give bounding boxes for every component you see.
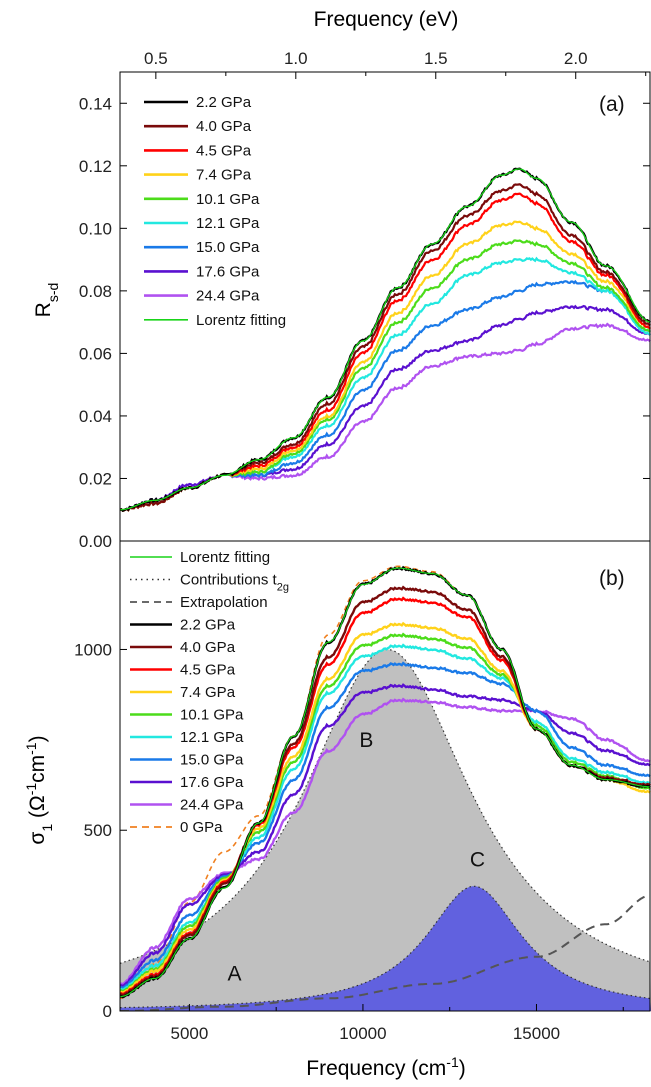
y-title-symbol: σ bbox=[26, 832, 49, 845]
y-tick-label-a: 0.10 bbox=[79, 219, 112, 238]
top-tick-label: 2.0 bbox=[564, 49, 588, 68]
legend-label-a: 24.4 GPa bbox=[196, 288, 260, 305]
legend-label-a: 4.0 GPa bbox=[196, 118, 252, 135]
y-axis-title-a-sub: s-d bbox=[45, 283, 61, 302]
top-tick-label: 1.5 bbox=[424, 49, 448, 68]
extrapolation-curve bbox=[120, 894, 651, 1011]
contribution-fills bbox=[120, 648, 651, 1011]
y-title-unit-a: (Ω bbox=[26, 795, 49, 824]
x-tick-label: 15000 bbox=[513, 1024, 560, 1043]
contribution-fill-b bbox=[120, 649, 651, 1011]
x-axis-ticks: 5000 10000 15000 bbox=[170, 1004, 624, 1043]
y-title-unit-b: cm bbox=[26, 755, 49, 783]
legend-label-b: Extrapolation bbox=[180, 594, 268, 611]
y-axis-title-b: σ1 (Ω-1cm-1) bbox=[23, 735, 55, 844]
y-tick-label-a: 0.12 bbox=[79, 157, 112, 176]
x-axis-title-sup: -1 bbox=[446, 1054, 459, 1070]
contribution-fill-c bbox=[120, 886, 651, 1011]
series-lines-a bbox=[120, 167, 651, 512]
y-tick-label-a: 0.14 bbox=[79, 94, 112, 113]
peak-label-c: C bbox=[470, 848, 485, 871]
legend-label-b: 12.1 GPa bbox=[180, 729, 244, 746]
top-tick-label: 0.5 bbox=[144, 49, 168, 68]
series-line-b-15-0-gpa bbox=[120, 661, 651, 990]
y-title-sup-a: -1 bbox=[23, 783, 39, 796]
legend-label-b: Contributions t2g bbox=[180, 572, 289, 594]
top-tick-label: 1.0 bbox=[284, 49, 308, 68]
peak-labels: A B C bbox=[228, 729, 486, 985]
legend-label-b: 0 GPa bbox=[180, 819, 223, 836]
legend-b: Lorentz fitting Contributions t2gExtrapol… bbox=[130, 549, 289, 836]
y-tick-label-a: 0.00 bbox=[79, 532, 112, 551]
x-axis-title: Frequency (cm-1) bbox=[306, 1054, 466, 1080]
legend-label-b: 10.1 GPa bbox=[180, 707, 244, 724]
legend-label-b: 24.4 GPa bbox=[180, 797, 244, 814]
legend-label-b-sub: 2g bbox=[277, 582, 289, 594]
legend-label-b: 2.2 GPa bbox=[180, 617, 236, 634]
legend-label-a: 2.2 GPa bbox=[196, 94, 252, 111]
y-tick-label-b: 1000 bbox=[74, 640, 112, 659]
legend-label-b: 7.4 GPa bbox=[180, 684, 236, 701]
contribution-outline-b bbox=[120, 648, 651, 964]
y-tick-label-b: 0 bbox=[103, 1002, 112, 1021]
panel-b: 5000 10000 15000 0 500 1000 A B C Lorentz fitt… bbox=[23, 540, 651, 1080]
legend-label-a: Lorentz fitting bbox=[196, 312, 286, 329]
x-axis-title-end: ) bbox=[459, 1057, 466, 1080]
panel-label-b: (b) bbox=[599, 567, 625, 590]
y-axis-ticks-b: 0 500 1000 bbox=[74, 640, 127, 1021]
series-lines-b bbox=[120, 565, 651, 1000]
series-line-lorentz-fitting-top bbox=[120, 168, 651, 511]
y-axis-ticks-a: 0.00 0.02 0.04 0.06 0.08 0.10 0.12 0.14 bbox=[79, 94, 650, 551]
x-axis-title-main: Frequency (cm bbox=[306, 1057, 446, 1080]
series-line-b-24-4-gpa bbox=[120, 697, 651, 986]
top-axis-title: Frequency (eV) bbox=[314, 8, 459, 31]
legend-label-a: 4.5 GPa bbox=[196, 142, 252, 159]
series-line-b-lorentz-top bbox=[120, 567, 651, 998]
peak-label-a: A bbox=[228, 962, 242, 985]
top-axis-ticks: 0.5 1.0 1.5 2.0 bbox=[144, 49, 647, 79]
legend-label-b: 4.5 GPa bbox=[180, 662, 236, 679]
legend-label-a: 10.1 GPa bbox=[196, 191, 260, 208]
legend-label-a: 7.4 GPa bbox=[196, 167, 252, 184]
y-title-sub: 1 bbox=[39, 824, 55, 832]
plot-frame-b bbox=[119, 540, 651, 1012]
legend-label-a: 15.0 GPa bbox=[196, 239, 260, 256]
peak-label-b: B bbox=[359, 729, 373, 752]
y-axis-title-a-main: R bbox=[32, 302, 55, 317]
legend-label-b: Lorentz fitting bbox=[180, 549, 270, 566]
legend-label-b: 15.0 GPa bbox=[180, 752, 244, 769]
y-tick-label-a: 0.04 bbox=[79, 407, 112, 426]
y-title-sup-b: -1 bbox=[23, 742, 39, 755]
legend-label-b: 4.0 GPa bbox=[180, 639, 236, 656]
y-tick-label-a: 0.02 bbox=[79, 469, 112, 488]
y-axis-title-a: Rs-d bbox=[32, 283, 61, 318]
x-tick-label: 10000 bbox=[339, 1024, 386, 1043]
y-tick-label-a: 0.08 bbox=[79, 282, 112, 301]
x-tick-label: 5000 bbox=[170, 1024, 208, 1043]
panel-label-a: (a) bbox=[599, 93, 625, 116]
legend-a: 2.2 GPa 4.0 GPa 4.5 GPa 7.4 GPa 10.1 GPa 12.1… bbox=[144, 94, 286, 329]
legend-label-b: 17.6 GPa bbox=[180, 774, 244, 791]
panel-a: Frequency (eV) 0.5 1.0 1.5 2.0 0.00 0.02 0.04… bbox=[32, 8, 651, 551]
legend-label-a: 17.6 GPa bbox=[196, 263, 260, 280]
y-title-unit-c: ) bbox=[26, 735, 49, 742]
series-line-b-17-6-gpa bbox=[120, 683, 651, 988]
legend-label-a: 12.1 GPa bbox=[196, 215, 260, 232]
extrapolation-line bbox=[120, 894, 651, 1011]
y-tick-label-a: 0.06 bbox=[79, 344, 112, 363]
y-tick-label-b: 500 bbox=[84, 821, 112, 840]
